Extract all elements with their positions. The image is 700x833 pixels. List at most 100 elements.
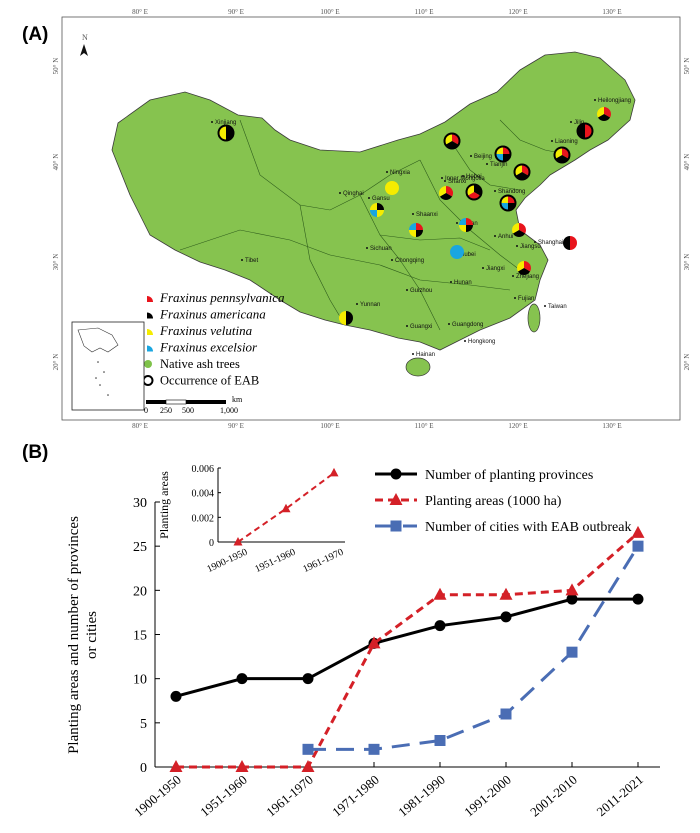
- lat-tick-right: 30° N: [683, 254, 691, 271]
- lat-tick-left: 30° N: [52, 254, 60, 271]
- map-legend-item: Fraxinus pennsylvanica: [147, 290, 285, 305]
- lon-tick-bottom: 80° E: [132, 422, 148, 430]
- data-point: [500, 708, 512, 720]
- series-line: [176, 531, 639, 769]
- china-landmass: [111, 51, 636, 351]
- province-label: Tianjin: [490, 162, 507, 168]
- province-label: Shaanxi: [416, 212, 438, 218]
- inset-y-axis-label: Planting areas: [157, 471, 171, 539]
- species-pie: [494, 145, 512, 163]
- province-label: Guizhou: [410, 288, 432, 294]
- data-point: [566, 646, 578, 658]
- province-label: Hebei: [466, 174, 482, 180]
- inset-data-point: [233, 537, 243, 546]
- species-pie: [339, 311, 353, 325]
- data-point: [169, 760, 183, 772]
- province-label: Shanxi: [448, 179, 466, 185]
- x-tick-label: 1900-1950: [131, 772, 184, 820]
- species-pie: [563, 236, 577, 250]
- data-point: [368, 743, 380, 755]
- province-label: Inner Mongolia: [445, 176, 485, 182]
- lon-tick-top: 120° E: [508, 8, 527, 16]
- panel-b-label: (B): [22, 442, 48, 463]
- map-legend-item: Native ash trees: [144, 357, 240, 371]
- data-point: [565, 583, 579, 596]
- x-tick-label: 1971-1980: [329, 772, 382, 820]
- y-tick-label: 10: [133, 673, 147, 688]
- province-labels: Xinjiang Tibet Qinghai Gansu Ningxia Inner Mo…: [211, 98, 631, 358]
- species-pie: [576, 122, 594, 140]
- map-legend-label: Occurrence of EAB: [160, 374, 259, 388]
- scale-tick-1000: 1,000: [220, 406, 238, 415]
- inset-y-tick-label: 0: [209, 538, 214, 549]
- province-label: Ningxia: [390, 170, 411, 176]
- lon-tick-bottom: 120° E: [508, 422, 527, 430]
- data-point: [434, 620, 446, 632]
- province-label: Qinghai: [343, 191, 364, 197]
- x-tick-label: 1981-1990: [395, 772, 448, 820]
- chart-legend-item: Number of planting provinces: [375, 468, 593, 483]
- north-arrow-label: N: [82, 33, 88, 42]
- lon-tick-bottom: 90° E: [228, 422, 244, 430]
- x-tick-label: 2001-2010: [527, 772, 580, 820]
- province-label: Fujian: [518, 296, 534, 302]
- province-label: Heilongjiang: [598, 98, 631, 104]
- province-label: Anhui: [498, 234, 513, 240]
- map-legend-label: Fraxinus pennsylvanica: [159, 290, 285, 305]
- north-arrow-icon: N: [80, 33, 88, 56]
- species-pie: [459, 218, 473, 232]
- inset-x-tick-label: 1900-1950: [205, 547, 249, 575]
- province-label: Taiwan: [548, 304, 567, 310]
- data-point: [236, 673, 248, 685]
- data-point: [632, 540, 644, 552]
- scale-bar: km 0 250 500 1,000: [144, 395, 243, 415]
- species-pie: [450, 245, 464, 259]
- chart-legend-label: Planting areas (1000 ha): [425, 494, 562, 509]
- species-pie: [499, 194, 517, 212]
- data-point: [566, 593, 578, 605]
- province-label: Guangdong: [452, 322, 483, 328]
- lat-tick-left: 20° N: [52, 354, 60, 371]
- species-pie: [597, 107, 611, 122]
- province-label: Shanghai: [538, 240, 563, 246]
- latitude-ticks: 50° N 50° N 40° N 40° N 30° N 30° N 20° N 20° N: [52, 58, 691, 371]
- province-label: Hongkong: [468, 339, 495, 345]
- lon-tick-top: 110° E: [414, 8, 433, 16]
- inset-x-tick-label: 1951-1960: [253, 547, 297, 575]
- y-tick-label: 30: [133, 496, 147, 511]
- scale-unit: km: [232, 395, 243, 404]
- species-pie: [385, 181, 399, 195]
- species-pie: [370, 203, 384, 217]
- inset-x-tick-label: 1961-1970: [301, 547, 345, 575]
- series-line: [175, 597, 638, 698]
- lon-tick-top: 130° E: [602, 8, 621, 16]
- map-legend-label: Fraxinus americana: [159, 307, 266, 322]
- south-china-sea-inset: [71, 321, 145, 411]
- map-legend: Fraxinus pennsylvanica Fraxinus americana…: [142, 290, 285, 388]
- province-label: Hainan: [416, 352, 435, 358]
- map-legend-label: Native ash trees: [160, 357, 240, 371]
- province-label: Jilin: [574, 120, 584, 126]
- y-tick-label: 20: [133, 584, 147, 599]
- scale-tick-500: 500: [182, 406, 194, 415]
- scale-tick-0: 0: [144, 406, 148, 415]
- chart-legend-label: Number of planting provinces: [425, 468, 593, 483]
- province-label: Sichuan: [370, 246, 392, 252]
- x-tick-label: 1961-1970: [263, 772, 316, 820]
- species-pie: [513, 163, 531, 181]
- province-label: Hunan: [454, 280, 472, 286]
- x-tick-label: 1991-2000: [461, 772, 514, 820]
- panel-a-label: (A): [22, 24, 48, 45]
- province-label: Tibet: [245, 258, 258, 264]
- province-label: Shandong: [498, 189, 525, 195]
- species-pie: [443, 132, 461, 150]
- province-label: Jiangxi: [486, 266, 505, 272]
- x-tick-label: 1951-1960: [197, 772, 250, 820]
- data-point: [301, 760, 315, 772]
- inset-y-tick-label: 0.004: [192, 489, 215, 500]
- lon-tick-top: 90° E: [228, 8, 244, 16]
- species-pie: [517, 261, 531, 276]
- inset-y-tick-label: 0.002: [192, 513, 215, 524]
- y-tick-label: 15: [133, 629, 147, 644]
